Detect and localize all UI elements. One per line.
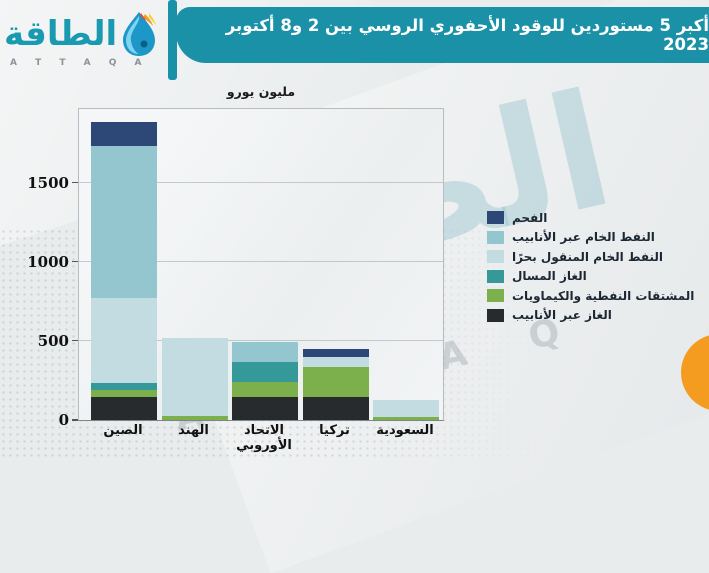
- legend-row: النفط الخام المنقول بحرًا: [487, 248, 694, 265]
- bar-segment: [302, 357, 369, 368]
- legend-row: الغاز عبر الأنابيب: [487, 307, 694, 324]
- legend-swatch: [487, 250, 504, 263]
- bar-segment: [161, 415, 228, 420]
- bar-segment: [91, 389, 157, 397]
- bar-1: [91, 122, 157, 420]
- bar-segment: [302, 396, 369, 420]
- legend-label: المشتقات النفطية والكيماويات: [512, 288, 695, 303]
- x-axis-label-3: الاتحاد الأوروبي: [236, 423, 292, 453]
- bar-5: [373, 400, 439, 420]
- x-axis-label-5: السعودية: [376, 423, 434, 438]
- legend-label: النفط الخام عبر الأنابيب: [512, 230, 655, 244]
- bar-segment: [91, 297, 157, 384]
- x-axis-label-4: تركيا: [319, 423, 350, 438]
- legend-row: الغاز المسال: [487, 268, 694, 285]
- plot-area: 0 500 1000 1500: [27, 108, 444, 429]
- bar-segment: [232, 381, 298, 397]
- bar-4: [302, 348, 369, 420]
- legend-label: الفحم: [512, 210, 548, 225]
- y-tick-mark: [72, 419, 78, 421]
- legend-swatch: [487, 211, 504, 224]
- y-tick-mark: [72, 339, 78, 342]
- y-tick-mark: [72, 181, 78, 184]
- bar-segment: [91, 383, 157, 390]
- gridline-1500: [79, 181, 443, 183]
- logo-droplet-icon: [123, 12, 157, 56]
- header-banner: أكبر 5 مستوردين للوقود الأحفوري الروسي ب…: [176, 7, 709, 63]
- teal-accent-strip: [168, 0, 177, 80]
- logo-arabic-text: الطاقة: [4, 14, 118, 54]
- legend-row: الفحم: [487, 209, 694, 226]
- bar-segment: [91, 122, 157, 147]
- bar-segment: [373, 416, 439, 420]
- legend-swatch: [487, 230, 504, 244]
- legend: الفحم النفط الخام عبر الأنابيب النفط الخام…: [487, 209, 694, 324]
- y-tick-mark: [72, 260, 78, 263]
- bar-segment: [302, 367, 369, 397]
- gridline-1000: [79, 260, 443, 262]
- legend-row: المشتقات النفطية والكيماويات: [487, 287, 694, 304]
- legend-label: النفط الخام المنقول بحرًا: [512, 249, 663, 264]
- orange-circle-decoration: [681, 334, 709, 411]
- bar-segment: [302, 348, 369, 358]
- legend-row: النفط الخام عبر الأنابيب: [487, 229, 694, 246]
- y-unit-label: مليون يورو: [226, 84, 296, 99]
- x-axis-label-2: الهند: [178, 423, 209, 438]
- attaqa-logo: الطاقة A T T A Q A: [4, 12, 172, 74]
- gridline-500: [79, 339, 443, 341]
- chart-title: أكبر 5 مستوردين للوقود الأحفوري الروسي ب…: [225, 16, 709, 54]
- y-tick-label-0: 0: [58, 411, 69, 429]
- bar-segment: [232, 361, 298, 382]
- x-axis-labels: الصين الهند الاتحاد الأوروبي تركيا السعودية: [78, 423, 444, 458]
- x-axis-label-1: الصين: [103, 423, 143, 438]
- bar-3: [232, 341, 298, 420]
- bar-segment: [161, 337, 228, 416]
- bar-segment: [373, 400, 439, 417]
- legend-swatch: [487, 289, 504, 302]
- y-tick-label-1500: 1500: [27, 173, 69, 192]
- y-tick-label-1000: 1000: [27, 252, 69, 271]
- legend-swatch: [487, 308, 504, 322]
- legend-label: الغاز عبر الأنابيب: [512, 308, 612, 322]
- bar-segment: [232, 396, 298, 420]
- y-tick-label-500: 500: [37, 331, 69, 350]
- bar-segment: [91, 146, 157, 298]
- legend-label: الغاز المسال: [512, 269, 587, 283]
- bar-segment: [232, 341, 298, 362]
- bar-segment: [91, 396, 157, 420]
- logo-latin-text: A T T A Q A: [10, 58, 149, 68]
- bar-2: [161, 337, 228, 420]
- legend-swatch: [487, 269, 504, 283]
